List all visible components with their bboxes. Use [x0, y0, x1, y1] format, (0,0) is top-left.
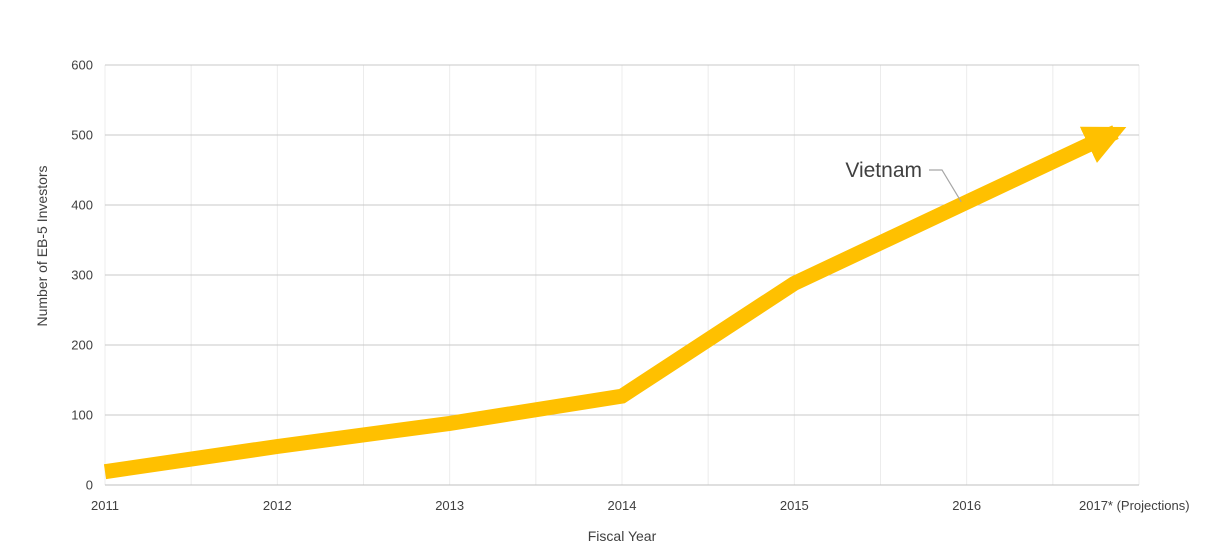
annotation-layer: Vietnam	[845, 159, 962, 203]
y-tick-label: 300	[71, 268, 93, 283]
series-line	[103, 125, 1127, 480]
gridlines	[104, 64, 1140, 486]
y-tick-label: 200	[71, 338, 93, 353]
y-axis-title: Number of EB-5 Investors	[34, 165, 50, 326]
x-tick-label: 2016	[952, 498, 981, 513]
y-tick-label: 0	[86, 478, 93, 493]
y-tick-label: 400	[71, 198, 93, 213]
x-tick-label: 2013	[435, 498, 464, 513]
x-tick-label: 2012	[263, 498, 292, 513]
series-layer	[103, 125, 1127, 480]
y-tick-label: 500	[71, 128, 93, 143]
x-tick-label: 2011	[91, 498, 119, 513]
x-axis-title: Fiscal Year	[588, 528, 657, 544]
x-tick-label: 2015	[780, 498, 809, 513]
annotation-label: Vietnam	[845, 159, 922, 182]
x-tick-label: 2014	[608, 498, 637, 513]
y-tick-label: 600	[71, 58, 93, 73]
axes: 0 100 200 300 400 500 600 2011 2012 2013 2014 2015 2…	[71, 58, 1189, 514]
x-tick-label: 2017* (Projections)	[1079, 498, 1190, 513]
annotation-leader-line	[929, 169, 962, 203]
y-tick-label: 100	[71, 408, 93, 423]
